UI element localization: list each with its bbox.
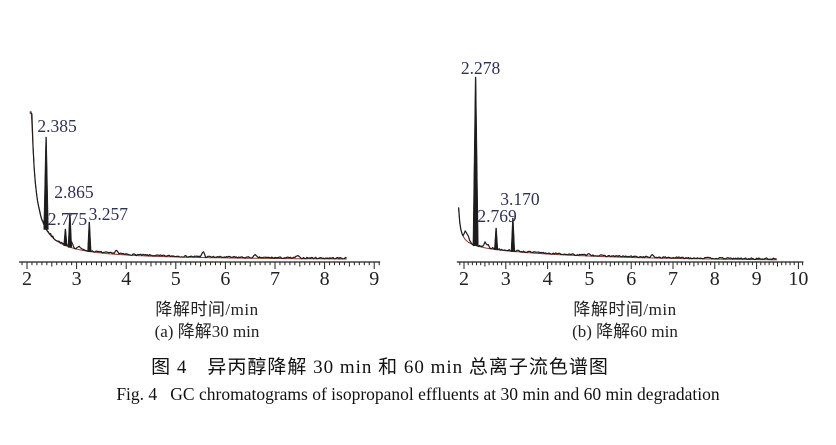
x-tick-label: 8 — [710, 268, 720, 290]
x-tick-label: 3 — [72, 268, 82, 290]
trace — [29, 112, 347, 260]
peak-label-3.170: 3.170 — [500, 189, 540, 209]
x-tick-label: 8 — [320, 268, 330, 290]
chromatogram-panel-b: 2 3 4 5 6 7 8 9 10 2.278 2.769 3.170 — [424, 50, 826, 290]
figure-caption-english: Fig. 4 GC chromatograms of isopropanol e… — [116, 384, 720, 404]
x-tick-label: 5 — [584, 268, 594, 290]
panel-a-caption: (a) 降解30 min — [154, 322, 260, 341]
x-tick-label: 7 — [668, 268, 678, 290]
x-tick-label: 10 — [788, 268, 808, 290]
x-tick-label: 2 — [459, 268, 469, 290]
x-tick-label: 9 — [752, 268, 762, 290]
peak-3.257 — [87, 221, 92, 252]
peak-label-2.769: 2.769 — [477, 206, 517, 226]
x-tick-label: 9 — [369, 268, 379, 290]
peak-label-2.385: 2.385 — [37, 116, 77, 136]
x-tick-label: 6 — [626, 268, 636, 290]
panel-a-xaxis-label: 降解时间/min — [155, 300, 259, 319]
peak-2.865 — [67, 212, 73, 248]
peak-label-2.278: 2.278 — [461, 58, 501, 78]
panel-b-xaxis-label: 降解时间/min — [573, 300, 677, 319]
peak-2.775 — [63, 228, 68, 247]
x-tick-label: 4 — [121, 268, 131, 290]
x-tick-label: 2 — [22, 268, 32, 290]
panel-b-caption: (b) 降解60 min — [572, 322, 678, 341]
x-tick-label: 4 — [543, 268, 553, 290]
peak-label-2.775: 2.775 — [48, 209, 88, 229]
x-tick-label: 7 — [270, 268, 280, 290]
chromatogram-panel-a: 2 3 4 5 6 7 8 9 2.385 2.775 2.865 3.257 — [8, 50, 406, 290]
peak-2.385 — [43, 136, 49, 230]
peak-3.170 — [510, 217, 516, 252]
figure-caption-chinese: 图 4 异丙醇降解 30 min 和 60 min 总离子流色谱图 — [151, 357, 609, 378]
x-tick-label: 6 — [220, 268, 230, 290]
peak-label-3.257: 3.257 — [89, 204, 129, 224]
peak-label-2.865: 2.865 — [54, 182, 94, 202]
x-tick-label: 5 — [171, 268, 181, 290]
peak-2.769 — [494, 227, 499, 251]
x-tick-label: 3 — [501, 268, 511, 290]
peak-2.278 — [472, 76, 479, 247]
